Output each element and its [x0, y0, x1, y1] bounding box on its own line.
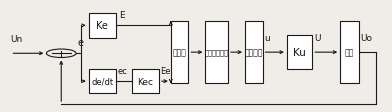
Text: 去模糊化: 去模糊化 — [245, 48, 263, 57]
Bar — [89, 14, 116, 38]
Text: e: e — [78, 38, 83, 48]
Text: Kec: Kec — [137, 77, 153, 86]
Bar — [132, 69, 159, 94]
Text: ec: ec — [118, 66, 127, 75]
Text: Ee: Ee — [160, 66, 171, 75]
Text: u: u — [264, 34, 270, 43]
Text: de/dt: de/dt — [91, 77, 113, 86]
Text: Ku: Ku — [293, 48, 306, 58]
Text: E: E — [119, 11, 125, 19]
Bar — [287, 36, 312, 69]
Text: 模糊化: 模糊化 — [172, 48, 187, 57]
Bar — [205, 22, 228, 84]
Text: 模糊关系推断: 模糊关系推断 — [205, 49, 229, 56]
Bar — [171, 22, 189, 84]
Text: Un: Un — [11, 35, 23, 44]
Bar — [245, 22, 263, 84]
Text: 对象: 对象 — [345, 48, 354, 57]
Text: Ke: Ke — [96, 21, 108, 31]
Text: U: U — [314, 34, 320, 43]
Bar — [89, 69, 116, 94]
Bar — [340, 22, 359, 84]
Text: Uo: Uo — [361, 34, 372, 43]
